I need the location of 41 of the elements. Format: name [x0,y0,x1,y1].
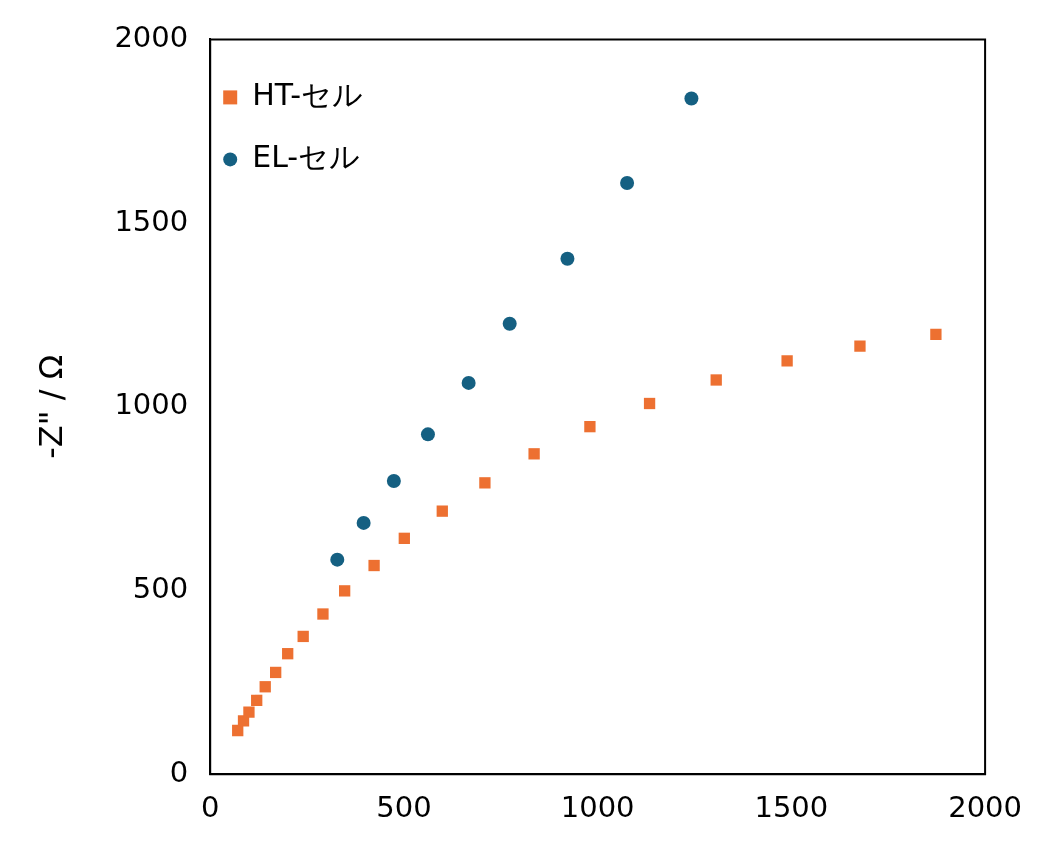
point [368,559,380,572]
point [684,91,699,106]
legend-label: EL-セル [252,139,361,175]
point [297,630,309,643]
point [584,420,596,433]
x-tick-label: 1500 [754,790,829,825]
point [330,552,345,567]
point [338,585,351,597]
point [282,648,294,660]
point [560,251,575,266]
y-tick-label: 0 [169,754,189,789]
x-tick-label: 1000 [560,790,635,825]
point [317,608,329,620]
point [398,532,410,544]
point [436,505,448,517]
point [930,328,942,341]
point [461,375,476,390]
x-tick-label: 2000 [948,790,1022,825]
y-tick-label: 500 [132,571,189,606]
point [781,355,793,367]
point [420,427,435,442]
point [710,374,722,386]
y-axis-title: -Z" / Ω [31,354,70,459]
point [643,397,656,410]
point [243,706,255,718]
point [259,681,271,693]
point [386,474,401,489]
legend-label: HT-セル [252,77,364,113]
point [502,316,517,331]
point [528,448,540,460]
x-tick-label: 0 [200,790,220,825]
y-tick-label: 1500 [114,203,189,238]
y-tick-label: 1000 [114,387,189,422]
point [251,694,263,707]
point [854,340,866,352]
point [479,477,491,489]
point [620,176,635,191]
point [356,515,371,530]
x-tick-label: 500 [376,790,432,825]
y-tick-label: 2000 [114,19,189,54]
point [270,666,282,679]
